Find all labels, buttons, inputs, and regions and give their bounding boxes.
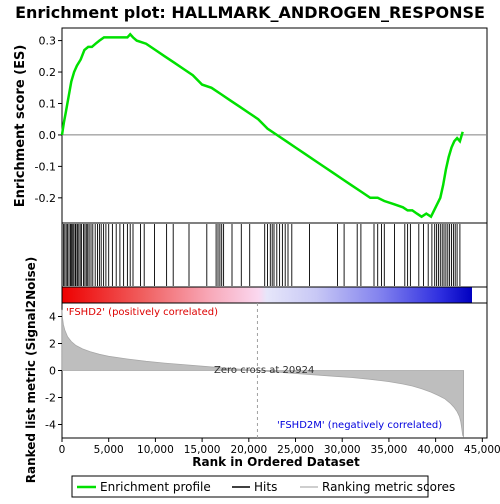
ranking-color-ribbon (62, 287, 472, 303)
metric-y-tick-label: -2 (45, 392, 56, 405)
metric-y-tick-label: 2 (49, 338, 56, 351)
positive-correlation-label: 'FSHD2' (positively correlated) (66, 307, 218, 318)
x-tick-label: 40,000 (417, 444, 454, 456)
chart-title: Enrichment plot: HALLMARK_ANDROGEN_RESPO… (15, 3, 485, 22)
x-tick-label: 5,000 (94, 444, 124, 456)
legend-label-ranking-metric: Ranking metric scores (322, 480, 455, 494)
negative-correlation-label: 'FSHD2M' (negatively correlated) (277, 420, 442, 431)
es-plot-frame (62, 28, 487, 223)
es-y-axis-label: Enrichment score (ES) (13, 45, 28, 208)
es-y-tick-label: -0.1 (35, 160, 56, 173)
es-y-tick-label: -0.2 (35, 192, 56, 205)
x-tick-label: 35,000 (371, 444, 408, 456)
zero-cross-label: Zero cross at 20924 (214, 365, 314, 376)
legend: Enrichment profile Hits Ranking metric s… (72, 476, 455, 497)
metric-y-tick-label: 4 (49, 311, 56, 324)
x-tick-label: 45,000 (464, 444, 500, 456)
es-y-tick-label: 0.1 (39, 97, 57, 110)
es-y-tick-label: 0.3 (39, 35, 57, 48)
legend-label-hits: Hits (254, 480, 277, 494)
x-axis-label: Rank in Ordered Dataset (192, 455, 360, 469)
legend-label-enrichment-profile: Enrichment profile (100, 480, 211, 494)
metric-y-tick-label: 0 (49, 365, 56, 378)
x-tick-label: 10,000 (137, 444, 174, 456)
es-y-tick-label: 0.0 (39, 129, 57, 142)
hits-panel (62, 223, 487, 287)
metric-y-axis-label: Ranked list metric (Signal2Noise) (24, 257, 38, 484)
metric-y-tick-label: -4 (45, 419, 56, 432)
x-tick-label: 0 (59, 444, 66, 456)
es-y-tick-label: 0.2 (39, 66, 57, 79)
enrichment-score-panel: -0.2 -0.1 0.0 0.1 0.2 0.3 Enrichment score (E… (13, 28, 487, 223)
